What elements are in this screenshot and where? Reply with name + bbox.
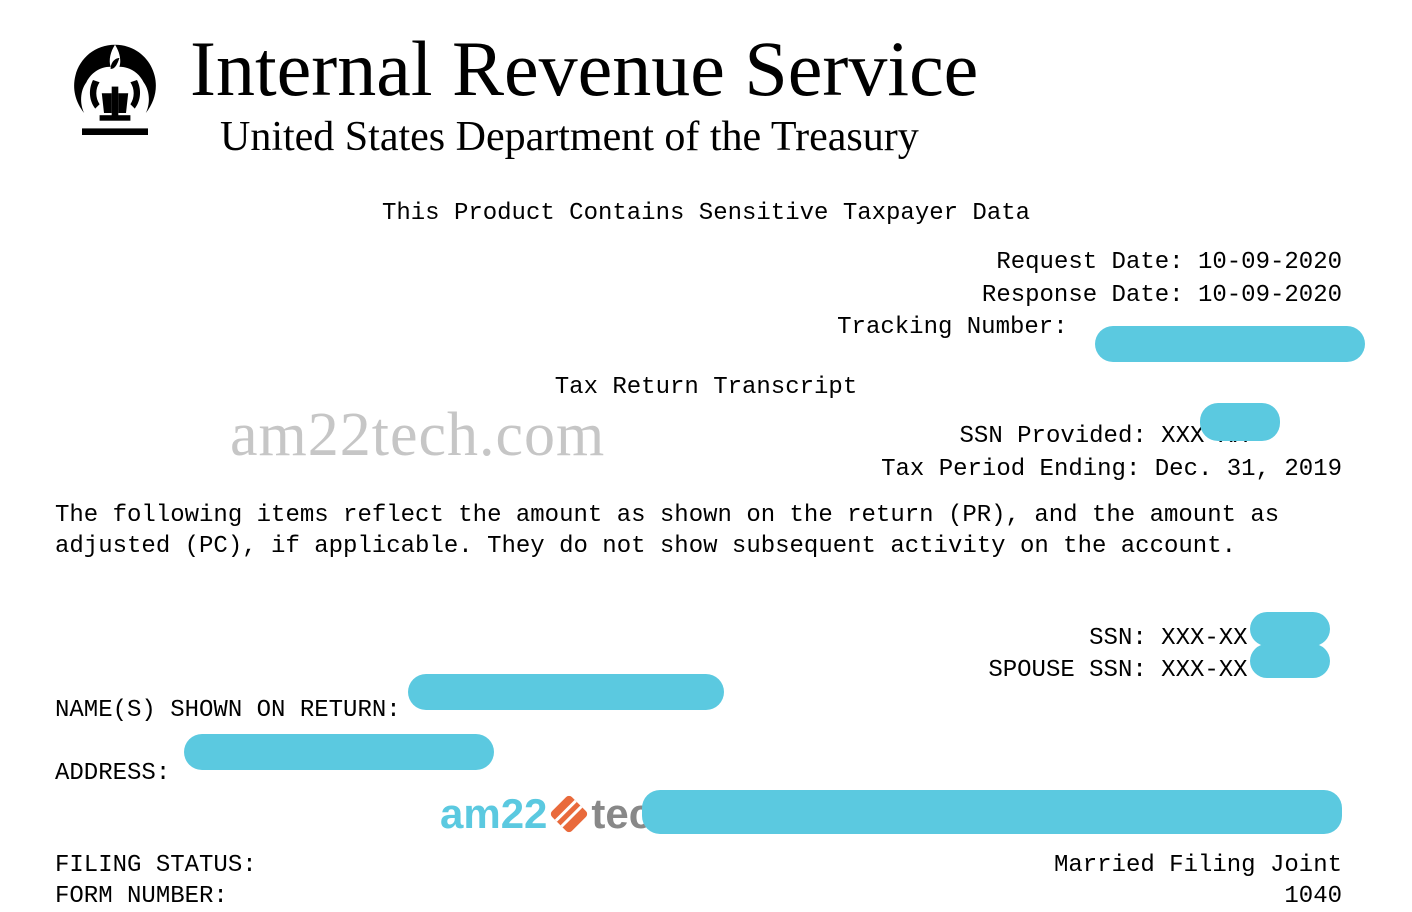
org-title: Internal Revenue Service (190, 30, 978, 108)
form-number-label: FORM NUMBER: (55, 881, 257, 912)
redaction (184, 734, 494, 770)
spouse-ssn-label: SPOUSE SSN: (988, 657, 1146, 684)
irs-eagle-logo-icon (60, 36, 170, 146)
redaction (1250, 612, 1330, 646)
header: Internal Revenue Service United States D… (0, 0, 1412, 160)
redaction (1200, 403, 1280, 441)
spouse-ssn-value: XXX-XX (1161, 657, 1247, 684)
ssn-value: XXX-XX (1161, 625, 1247, 652)
request-date-label: Request Date: (996, 249, 1183, 276)
response-date-label: Response Date: (982, 282, 1184, 309)
filing-row: FILING STATUS: FORM NUMBER: Married Fili… (0, 850, 1412, 912)
tracking-number-label: Tracking Number: (837, 314, 1067, 341)
redaction (1250, 644, 1330, 678)
ssn-provided-label: SSN Provided: (960, 423, 1147, 450)
watermark-color-part1: am22 (440, 790, 547, 838)
section-title: Tax Return Transcript (0, 374, 1412, 401)
address-label: ADDRESS: (55, 760, 170, 787)
header-text: Internal Revenue Service United States D… (190, 30, 978, 160)
redaction (1095, 326, 1365, 362)
form-number-value: 1040 (1054, 881, 1342, 912)
redaction (408, 674, 724, 710)
watermark-diamond-icon (550, 794, 590, 834)
provided-block: SSN Provided: XXX-XX Tax Period Ending: … (0, 421, 1412, 486)
redaction (642, 790, 1342, 834)
tax-period-value: Dec. 31, 2019 (1155, 456, 1342, 483)
ssn-label: SSN: (1089, 625, 1147, 652)
filing-status-label: FILING STATUS: (55, 850, 257, 881)
response-date-value: 10-09-2020 (1198, 282, 1342, 309)
tax-period-label: Tax Period Ending: (881, 456, 1140, 483)
filing-status-value: Married Filing Joint (1054, 850, 1342, 881)
explanation-text: The following items reflect the amount a… (0, 500, 1412, 562)
name-label: NAME(S) SHOWN ON RETURN: (55, 697, 401, 724)
sensitive-notice: This Product Contains Sensitive Taxpayer… (0, 200, 1412, 227)
sub-title: United States Department of the Treasury (220, 114, 978, 160)
request-date-value: 10-09-2020 (1198, 249, 1342, 276)
